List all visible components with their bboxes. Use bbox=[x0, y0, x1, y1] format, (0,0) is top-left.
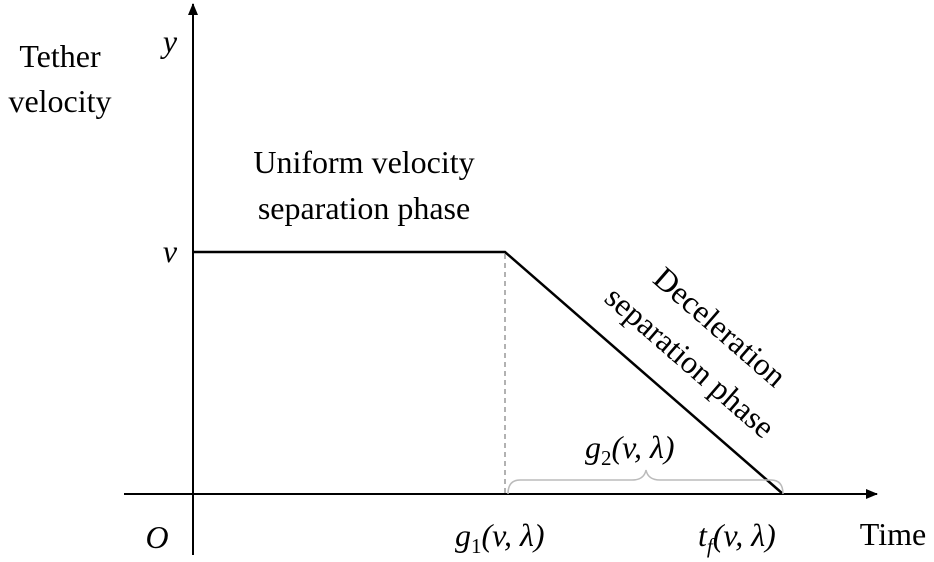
origin: O bbox=[145, 519, 168, 555]
brace bbox=[507, 469, 784, 495]
phase-label: separation phase bbox=[258, 190, 470, 226]
v-level: v bbox=[163, 233, 178, 269]
y-axis-label: velocity bbox=[8, 83, 111, 119]
y-symbol: y bbox=[160, 23, 178, 59]
y-axis-label: Tether bbox=[19, 38, 101, 74]
marker-label: g1(v, λ) bbox=[455, 517, 545, 558]
phase-label: Uniform velocity bbox=[253, 144, 474, 180]
marker-label: tf(v, λ) bbox=[698, 517, 776, 558]
marker-label: g2(v, λ) bbox=[585, 429, 675, 470]
velocity-profile bbox=[193, 250, 784, 495]
x-axis-label: Time bbox=[860, 516, 926, 552]
